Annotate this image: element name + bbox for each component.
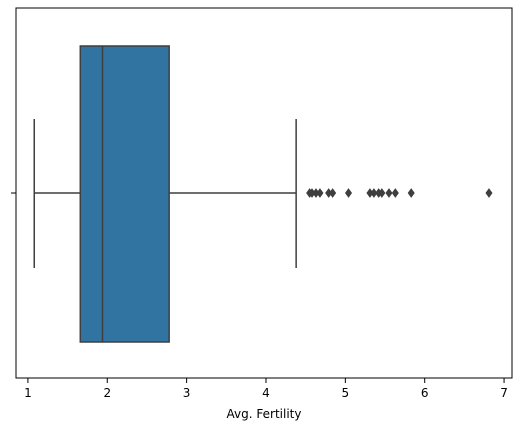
x-axis-label: Avg. Fertility xyxy=(227,407,302,421)
outlier-point xyxy=(378,188,386,198)
outlier-series xyxy=(306,188,493,198)
outlier-point xyxy=(385,188,393,198)
outlier-point xyxy=(370,188,378,198)
outlier-point xyxy=(407,188,415,198)
box-series xyxy=(33,45,297,343)
outlier-point xyxy=(391,188,399,198)
x-axis: 1 2 3 4 5 6 7 xyxy=(24,378,508,400)
x-tick-label: 5 xyxy=(342,386,350,400)
x-tick-label: 1 xyxy=(24,386,32,400)
outlier-point xyxy=(329,188,337,198)
outlier-point xyxy=(345,188,353,198)
x-tick-label: 3 xyxy=(183,386,191,400)
iqr-box xyxy=(79,45,170,343)
x-tick-label: 2 xyxy=(103,386,111,400)
x-tick-label: 6 xyxy=(421,386,429,400)
x-tick-label: 4 xyxy=(262,386,270,400)
outlier-point xyxy=(316,188,324,198)
outlier-point xyxy=(485,188,493,198)
x-tick-label: 7 xyxy=(500,386,508,400)
